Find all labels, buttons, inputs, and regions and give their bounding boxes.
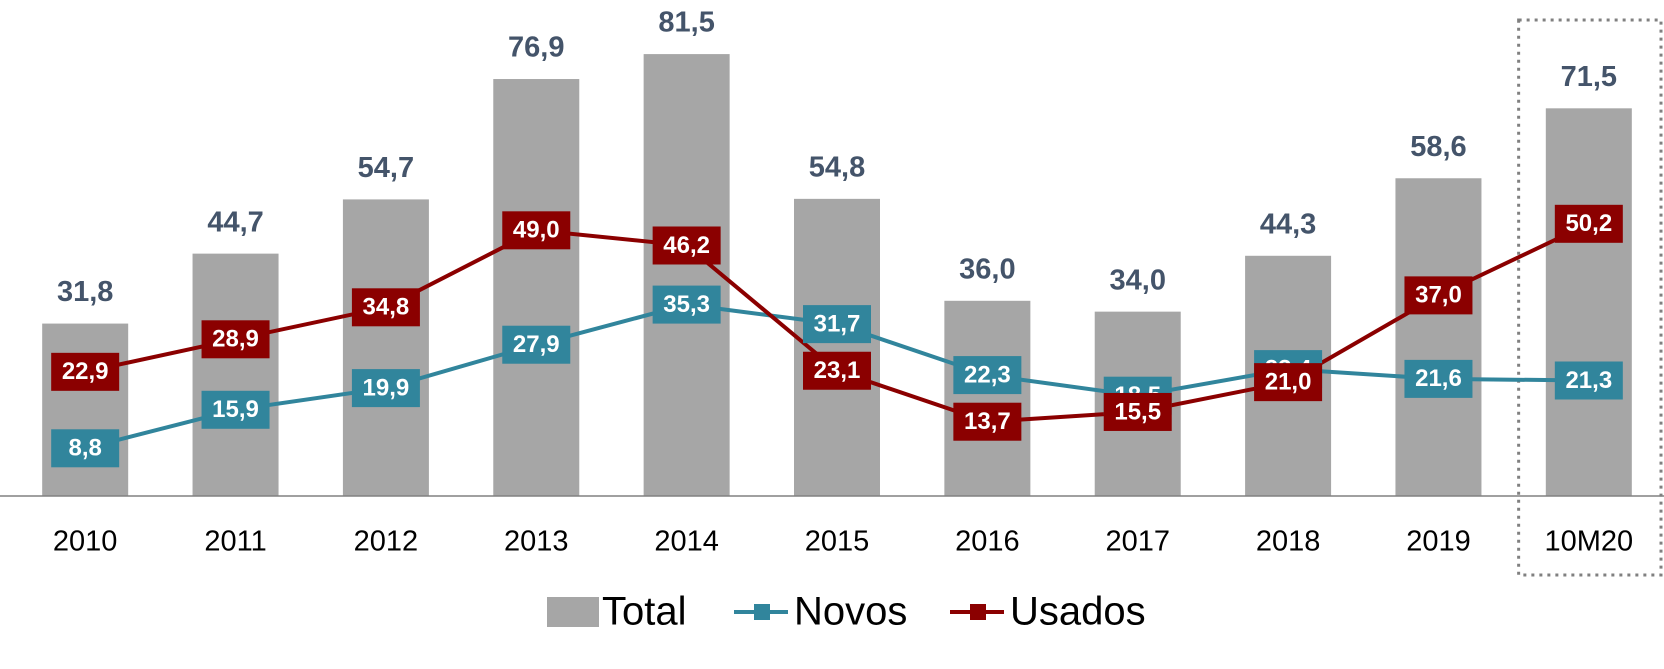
legend-swatch: [547, 597, 599, 627]
bar-value-label: 71,5: [1561, 61, 1617, 93]
bar-value-label: 31,8: [57, 276, 113, 308]
bar: [1395, 178, 1482, 496]
point-marker: [652, 285, 721, 324]
x-tick-label: 2014: [654, 526, 719, 558]
x-tick-label: 2015: [805, 526, 870, 558]
point-value-label: 35,3: [663, 291, 710, 318]
point-marker: [803, 305, 871, 344]
point-value-label: 49,0: [513, 217, 560, 244]
point-marker: [351, 288, 420, 327]
point-value-label: 37,0: [1415, 282, 1462, 309]
x-tick-label: 2019: [1406, 526, 1471, 558]
bar: [944, 300, 1031, 496]
x-tick-label: 2011: [204, 526, 266, 558]
bar: [1545, 108, 1632, 497]
point-marker: [652, 226, 721, 265]
point-marker: [1103, 392, 1172, 431]
point-value-label: 27,9: [513, 331, 560, 358]
bar-value-label: 54,7: [358, 152, 414, 184]
point-marker: [502, 211, 571, 250]
bar: [342, 199, 429, 496]
bar-value-label: 54,8: [809, 152, 865, 184]
x-tick-label: 2012: [354, 526, 419, 558]
point-marker: [201, 390, 270, 429]
point-marker: [953, 402, 1022, 441]
point-marker: [351, 369, 420, 408]
point-value-label: 28,9: [212, 326, 259, 353]
point-marker: [1554, 361, 1623, 400]
legend-marker: [970, 604, 986, 620]
point-marker: [803, 351, 871, 390]
x-tick-label: 2013: [504, 526, 569, 558]
point-value-label: 31,7: [814, 310, 861, 337]
point-marker: [502, 325, 571, 364]
point-value-label: 21,0: [1265, 368, 1312, 395]
point-value-label: 23,1: [814, 357, 861, 384]
bar: [643, 54, 730, 496]
point-marker: [51, 352, 120, 391]
point-value-label: 34,8: [363, 294, 410, 321]
point-marker: [1254, 363, 1323, 402]
point-value-label: 21,6: [1415, 365, 1462, 392]
bar: [42, 323, 129, 496]
x-tick-label: 10M20: [1544, 526, 1633, 558]
point-marker: [1404, 276, 1473, 315]
legend-label: Novos: [794, 590, 907, 634]
point-marker: [1404, 359, 1473, 398]
point-value-label: 15,9: [212, 396, 259, 423]
legend-marker: [754, 604, 770, 620]
point-marker: [201, 320, 270, 359]
point-marker: [953, 356, 1022, 395]
point-value-label: 19,9: [363, 374, 410, 401]
point-value-label: 46,2: [663, 232, 710, 259]
point-value-label: 8,8: [68, 435, 101, 462]
point-marker: [1554, 204, 1623, 243]
x-tick-label: 2016: [955, 526, 1020, 558]
bar: [493, 79, 580, 496]
point-value-label: 22,3: [964, 361, 1011, 388]
bar-value-label: 44,7: [207, 206, 263, 238]
bar-value-label: 44,3: [1260, 208, 1316, 240]
x-tick-label: 2010: [53, 526, 118, 558]
point-value-label: 21,3: [1565, 367, 1612, 394]
bar: [192, 253, 279, 496]
point-value-label: 50,2: [1565, 210, 1612, 237]
point-value-label: 22,9: [62, 358, 109, 385]
point-marker: [51, 429, 120, 468]
bar-value-label: 58,6: [1410, 131, 1466, 163]
highlight-box: [1517, 18, 1663, 577]
legend-label: Total: [602, 590, 687, 634]
x-tick-label: 2018: [1256, 526, 1321, 558]
point-value-label: 15,5: [1114, 398, 1161, 425]
legend-label: Usados: [1010, 590, 1146, 634]
point-value-label: 13,7: [964, 408, 1011, 435]
bar-value-label: 36,0: [959, 253, 1015, 285]
x-tick-label: 2017: [1105, 526, 1170, 558]
bar-value-label: 81,5: [658, 7, 714, 39]
bar-value-label: 34,0: [1110, 264, 1166, 296]
bar-value-label: 76,9: [508, 32, 564, 64]
